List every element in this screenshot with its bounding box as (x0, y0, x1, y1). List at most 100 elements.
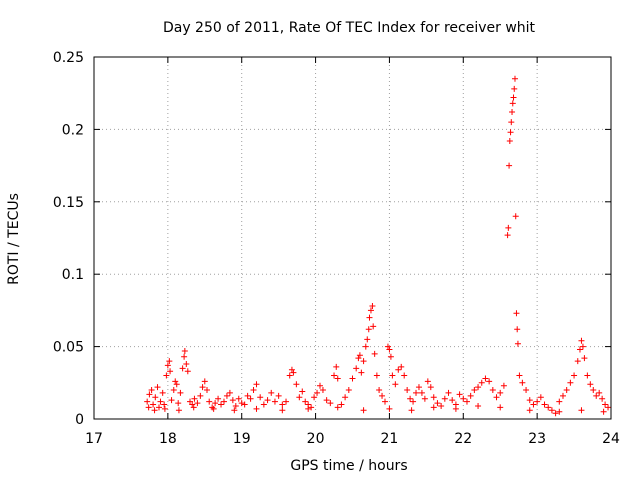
data-point (323, 397, 330, 404)
data-point (172, 378, 179, 385)
data-point (167, 368, 174, 375)
data-point (206, 398, 213, 405)
data-point (201, 378, 208, 385)
y-tick-label: 0.2 (62, 122, 84, 138)
data-point (401, 372, 408, 379)
data-point (338, 401, 345, 408)
data-point (506, 162, 513, 169)
data-point (600, 408, 607, 415)
data-point (349, 375, 356, 382)
data-point (241, 401, 248, 408)
data-point (581, 355, 588, 362)
data-point (161, 405, 168, 412)
data-point (177, 389, 184, 396)
data-point (215, 395, 222, 402)
data-point (271, 398, 278, 405)
data-point (424, 378, 431, 385)
data-point (526, 407, 533, 414)
data-point (334, 404, 341, 411)
data-point (596, 389, 603, 396)
data-point (404, 387, 411, 394)
data-point (493, 394, 500, 401)
x-tick-label: 24 (602, 431, 620, 447)
data-point (508, 119, 515, 126)
data-point (179, 365, 186, 372)
data-point (509, 100, 516, 107)
data-point (257, 394, 264, 401)
data-point (514, 326, 521, 333)
data-point (599, 395, 606, 402)
data-point (151, 407, 158, 414)
data-point (563, 387, 570, 394)
data-point (148, 387, 155, 394)
data-point (293, 381, 300, 388)
data-point (389, 372, 396, 379)
data-point (175, 400, 182, 407)
data-point (587, 381, 594, 388)
data-point (511, 75, 518, 82)
data-point (210, 405, 217, 412)
data-point (247, 395, 254, 402)
y-tick-label: 0.15 (53, 195, 84, 211)
x-tick-label: 18 (159, 431, 177, 447)
data-point (181, 347, 188, 354)
data-point (578, 337, 585, 344)
data-point (530, 401, 537, 408)
data-point (471, 387, 478, 394)
data-point (605, 404, 612, 411)
data-point (578, 407, 585, 414)
data-point (523, 387, 530, 394)
data-point (548, 407, 555, 414)
data-point (511, 85, 518, 92)
data-point (507, 129, 514, 136)
data-point (556, 398, 563, 405)
y-tick-label: 0.25 (53, 50, 84, 66)
data-point (253, 381, 260, 388)
y-axis-label: ROTI / TECUs (6, 193, 22, 285)
data-point (367, 307, 374, 314)
data-point (333, 363, 340, 370)
data-point (386, 405, 393, 412)
data-point (427, 384, 434, 391)
data-point (327, 400, 334, 407)
data-point (593, 392, 600, 399)
data-point (576, 346, 583, 353)
data-point (545, 404, 552, 411)
data-point (500, 382, 507, 389)
data-point (163, 372, 170, 379)
data-point (168, 397, 175, 404)
data-point (232, 402, 239, 409)
data-point (331, 372, 338, 379)
data-point (290, 369, 297, 376)
data-point (317, 382, 324, 389)
data-point (445, 389, 452, 396)
data-point (574, 358, 581, 365)
data-point (376, 387, 383, 394)
data-point (379, 392, 386, 399)
x-axis-label: GPS time / hours (290, 458, 407, 474)
data-point (387, 353, 394, 360)
data-point (260, 401, 267, 408)
data-point (478, 379, 485, 386)
x-tick-label: 23 (528, 431, 546, 447)
data-point (157, 398, 164, 405)
chart-title: Day 250 of 2011, Rate Of TEC Index for r… (163, 20, 536, 36)
data-point (460, 395, 467, 402)
data-point (308, 404, 315, 411)
data-point (183, 360, 190, 367)
data-point (229, 397, 236, 404)
data-point (296, 394, 303, 401)
data-point (489, 387, 496, 394)
data-point (199, 384, 206, 391)
data-points (144, 75, 612, 417)
data-point (434, 400, 441, 407)
data-point (175, 407, 182, 414)
axis-ticks: 17 18 19 20 21 22 23 24 0 0.05 0.1 0.15 0.2 0.25 (53, 50, 620, 447)
data-point (150, 401, 157, 408)
plot-frame (93, 56, 612, 420)
data-point (342, 394, 349, 401)
data-point (519, 379, 526, 386)
data-point (314, 389, 321, 396)
data-point (364, 336, 371, 343)
